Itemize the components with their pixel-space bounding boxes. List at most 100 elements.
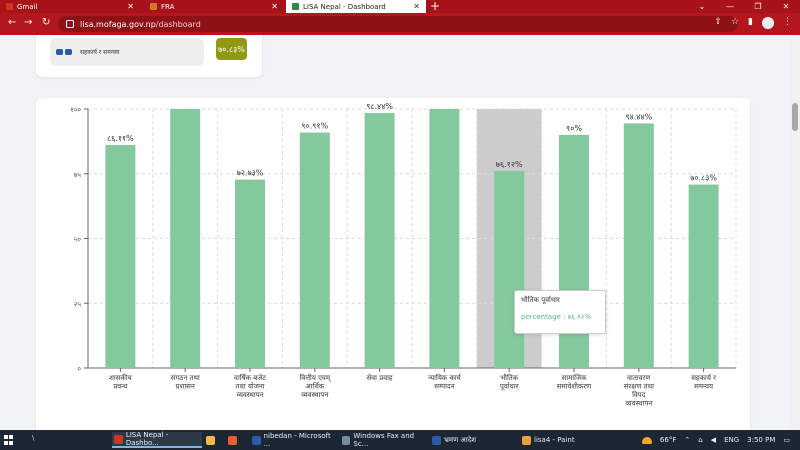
star-icon[interactable]: ☆ — [730, 17, 740, 27]
y-tick-label: १०० — [70, 106, 81, 114]
x-tick-label: प्रवन्ध — [113, 383, 128, 391]
x-tick-label: सामाजिक — [562, 373, 588, 382]
taskbar-app-4[interactable]: Windows Fax and Sc... — [340, 432, 426, 448]
taskbar-app-label: LISA Nepal - Dashbo... — [125, 431, 169, 447]
taskbar-app-label: lisa4 - Paint — [534, 436, 575, 444]
bar-2 — [235, 179, 265, 368]
tab-lisa-dashboard[interactable]: LISA Nepal - Dashboard ✕ — [286, 0, 426, 13]
clock[interactable]: 3:50 PM — [747, 436, 776, 444]
bar-9 — [688, 184, 719, 368]
y-tick-label: ० — [77, 365, 81, 373]
bar-5 — [429, 109, 460, 368]
bar-4 — [364, 113, 395, 368]
share-icon[interactable]: ⇪ — [714, 17, 722, 27]
bar-1 — [170, 109, 201, 368]
forward-arrow-icon[interactable]: → — [24, 17, 33, 28]
app-icon — [252, 435, 261, 445]
x-tick-label: व्यवस्थापन — [236, 391, 263, 399]
network-icon[interactable]: ⌂ — [698, 436, 703, 444]
profile-avatar[interactable] — [762, 17, 774, 29]
lisa-favicon-icon — [292, 3, 299, 10]
restore-icon[interactable]: ❐ — [754, 2, 762, 11]
bar-8 — [623, 123, 654, 369]
x-tick-label: व्यवस्थापन — [625, 400, 652, 408]
taskbar-app-5[interactable]: भ्रमण आदेश — [430, 432, 516, 448]
close-tab-icon[interactable]: ✕ — [413, 2, 420, 11]
tab-strip: Gmail ✕ FRA ✕ LISA Nepal - Dashboard ✕ +… — [0, 0, 800, 13]
data-label: ९४.४४% — [625, 112, 652, 121]
x-tick-label: संरक्षण तथा — [624, 383, 654, 391]
taskbar-app-2[interactable] — [226, 432, 244, 448]
close-window-icon[interactable]: ✕ — [782, 2, 790, 11]
taskbar-app-label: Windows Fax and Sc... — [353, 432, 415, 448]
bar-3 — [299, 132, 330, 368]
lock-icon[interactable] — [66, 20, 74, 28]
x-tick-label: सेवा प्रवाह — [367, 373, 393, 382]
x-tick-label: व्यवस्थापन — [301, 391, 328, 399]
data-label: ८६.११% — [107, 134, 134, 143]
gmail-favicon-icon — [6, 3, 13, 10]
windows-start-icon[interactable] — [4, 435, 14, 445]
minimize-icon[interactable]: — — [726, 2, 734, 11]
system-tray: 66°F ⌃ ⌂ ◀ ENG 3:50 PM ▭ — [641, 430, 790, 450]
x-tick-label: वित्तीय एवम् — [300, 373, 332, 382]
back-arrow-icon[interactable]: ← — [8, 17, 17, 28]
taskbar-app-0[interactable]: LISA Nepal - Dashbo... — [112, 431, 202, 448]
close-tab-icon[interactable]: ✕ — [271, 2, 278, 11]
chevron-up-icon[interactable]: ⌃ — [684, 436, 691, 444]
more-menu-icon[interactable]: ⋮ — [783, 17, 792, 27]
y-tick-label: ७५ — [74, 171, 82, 179]
weather-icon[interactable] — [641, 436, 652, 444]
address-bar[interactable]: lisa.mofaga.gov.np/dashboard — [58, 16, 738, 32]
url-text: lisa.mofaga.gov.np/dashboard — [80, 20, 201, 29]
chart-tooltip: भौतिक पूर्वाधार percentage : ७६.१२% — [514, 290, 606, 334]
x-tick-label: भौतिक — [500, 373, 519, 382]
app-icon — [432, 435, 441, 445]
tab-label: LISA Nepal - Dashboard — [303, 2, 386, 11]
chevron-down-icon[interactable]: ⌄ — [698, 2, 706, 11]
volume-icon[interactable]: ◀ — [710, 436, 717, 444]
scrollbar-thumb[interactable] — [792, 103, 798, 131]
x-tick-label: तथा योजना — [235, 382, 264, 391]
bar-6 — [494, 170, 525, 368]
taskbar-app-3[interactable]: nibedan - Microsoft ... — [250, 432, 336, 448]
tooltip-title: भौतिक पूर्वाधार — [521, 296, 560, 304]
notification-icon[interactable]: ▭ — [783, 436, 790, 444]
browser-toolbar: ← → ↻ lisa.mofaga.gov.np/dashboard ⇪ ☆ ▮… — [0, 13, 800, 35]
url-path: /dashboard — [155, 19, 201, 29]
x-tick-label: वार्षिक बजेट — [234, 373, 266, 382]
tooltip-value: percentage : ७६.१२% — [521, 313, 592, 321]
x-tick-label: सहकार्य र — [691, 373, 716, 382]
data-label: ७६.१२% — [496, 160, 523, 169]
bar-chart: ० २५ ५० ७५ १०० ८६.११% शासकीयप्रवन्ध संगठन तथाप्… — [70, 102, 737, 408]
window-controls: ⌄ — ❐ ✕ — [688, 0, 800, 13]
close-tab-icon[interactable]: ✕ — [127, 2, 134, 11]
fra-favicon-icon — [150, 3, 157, 10]
new-tab-icon[interactable]: + — [430, 0, 441, 13]
taskbar-app-label: भ्रमण आदेश — [444, 435, 477, 444]
taskbar-app-1[interactable] — [204, 432, 222, 448]
indicator-pill[interactable]: सहकार्य र समन्वय — [50, 38, 204, 66]
bar-0 — [105, 144, 136, 368]
language-indicator[interactable]: ENG — [724, 436, 740, 444]
temperature[interactable]: 66°F — [659, 436, 677, 444]
tab-label: Gmail — [17, 2, 38, 11]
page-viewport: सहकार्य र समन्वय ७०.८३% ० २५ ५० ७५ १०० ८६.११%… — [0, 35, 790, 430]
tab-fra[interactable]: FRA ✕ — [144, 0, 284, 13]
sidebar-icon[interactable]: ▮ — [748, 17, 753, 27]
app-icon — [342, 435, 351, 445]
page-scrollbar[interactable] — [790, 35, 800, 430]
taskbar-app-6[interactable]: lisa4 - Paint — [520, 432, 590, 448]
x-tick-label: आर्थिक — [305, 382, 324, 391]
reload-icon[interactable]: ↻ — [42, 17, 51, 28]
x-tick-label: शासकीय — [109, 373, 132, 382]
percentage-badge: ७०.८३% — [216, 38, 247, 60]
taskbar-search[interactable]: \ — [32, 434, 35, 442]
x-tick-label: पूर्वाधार — [500, 382, 519, 391]
app-icon — [522, 435, 531, 445]
data-label: ९८.४४% — [366, 102, 393, 111]
app-icon — [114, 434, 123, 444]
x-tick-label: विपद — [632, 390, 646, 399]
y-tick-label: २५ — [74, 300, 82, 308]
tab-gmail[interactable]: Gmail ✕ — [0, 0, 140, 13]
